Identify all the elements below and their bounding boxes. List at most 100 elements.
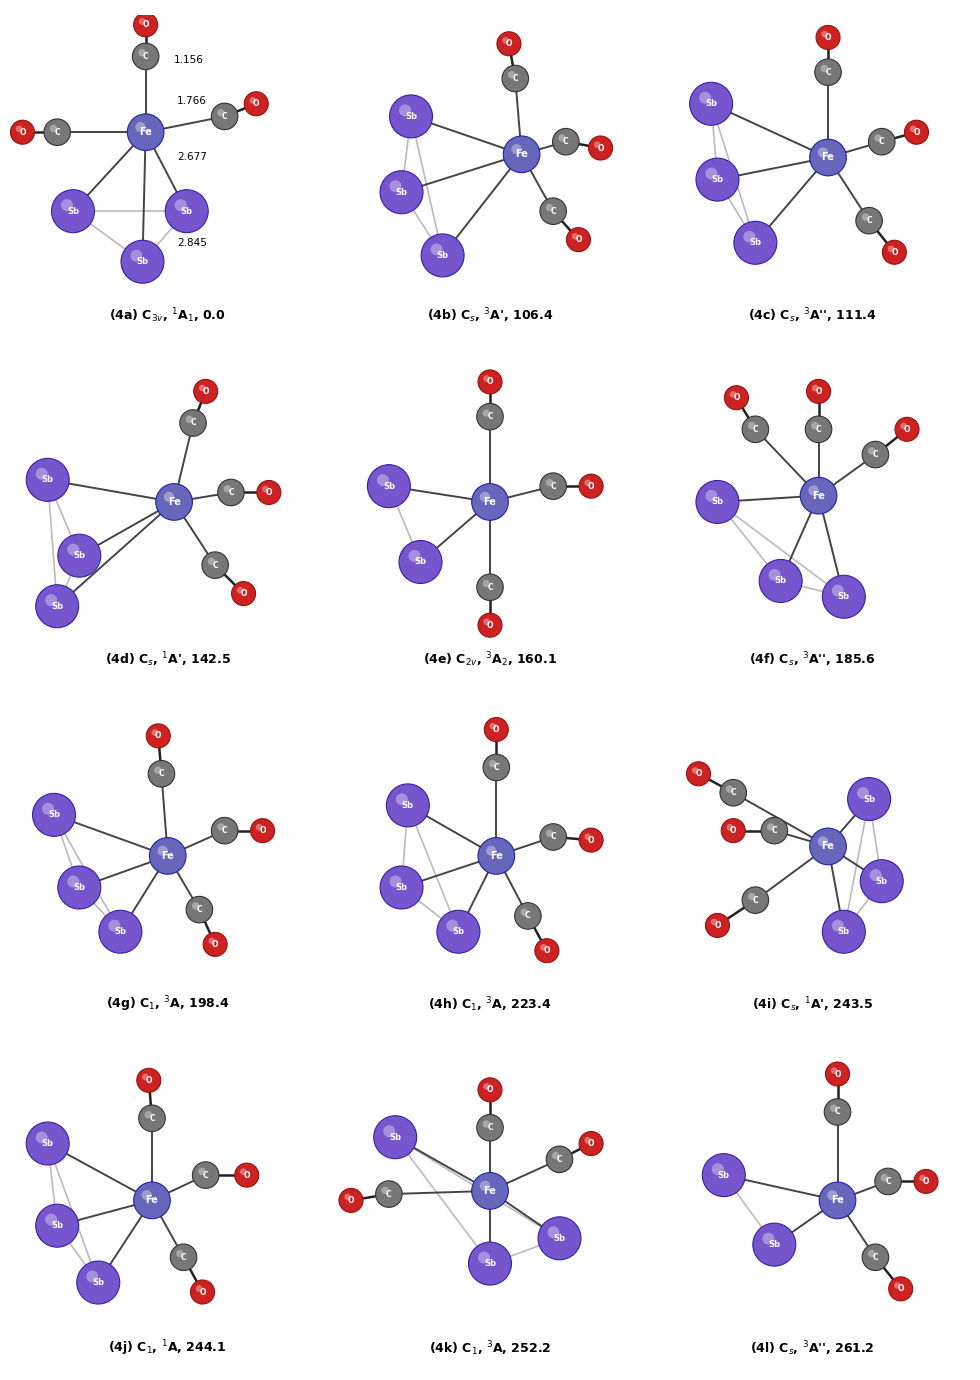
Circle shape [489, 760, 496, 767]
Circle shape [86, 1271, 98, 1282]
Circle shape [142, 1074, 149, 1081]
Circle shape [571, 233, 578, 240]
Text: O: O [695, 769, 702, 778]
Circle shape [579, 1132, 603, 1155]
Text: (4h) C$_1$, $^3$A, 223.4: (4h) C$_1$, $^3$A, 223.4 [428, 995, 552, 1014]
Circle shape [831, 1067, 838, 1074]
Text: C: C [149, 1114, 155, 1123]
Circle shape [579, 828, 603, 851]
Circle shape [862, 1243, 889, 1271]
Circle shape [540, 197, 566, 225]
Text: Sb: Sb [42, 1138, 54, 1148]
Text: Sb: Sb [711, 497, 723, 506]
Circle shape [373, 1116, 416, 1159]
Circle shape [848, 777, 891, 821]
Circle shape [480, 491, 490, 502]
Text: Fe: Fe [515, 149, 528, 159]
Circle shape [137, 1068, 161, 1093]
Text: C: C [221, 112, 227, 121]
Circle shape [822, 911, 865, 954]
Text: O: O [155, 731, 162, 741]
Circle shape [553, 128, 579, 155]
Circle shape [148, 760, 174, 787]
Text: C: C [730, 788, 736, 798]
Circle shape [820, 65, 828, 72]
Circle shape [389, 181, 402, 192]
Circle shape [218, 824, 224, 831]
Circle shape [368, 465, 411, 508]
Text: C: C [228, 489, 234, 497]
Circle shape [734, 221, 777, 264]
Text: Fe: Fe [483, 1185, 497, 1196]
Circle shape [540, 824, 566, 850]
Circle shape [389, 95, 432, 138]
Text: O: O [348, 1196, 354, 1205]
Circle shape [760, 559, 802, 603]
Circle shape [817, 148, 828, 157]
Text: Sb: Sb [51, 602, 63, 611]
Circle shape [109, 919, 121, 932]
Text: C: C [494, 763, 499, 771]
Circle shape [58, 867, 101, 909]
Text: (4k) C$_1$, $^3$A, 252.2: (4k) C$_1$, $^3$A, 252.2 [429, 1340, 551, 1358]
Circle shape [437, 911, 480, 954]
Circle shape [552, 1152, 560, 1159]
Circle shape [45, 595, 57, 606]
Text: (4e) C$_{2v}$, $^3$A$_2$, 160.1: (4e) C$_{2v}$, $^3$A$_2$, 160.1 [423, 651, 557, 669]
Circle shape [535, 938, 559, 963]
Text: Sb: Sb [876, 876, 888, 886]
Circle shape [559, 134, 565, 142]
Text: 1.766: 1.766 [177, 95, 207, 106]
Circle shape [482, 410, 490, 417]
Circle shape [130, 250, 142, 262]
Text: Sb: Sb [42, 475, 54, 484]
Circle shape [861, 214, 869, 221]
Circle shape [514, 903, 541, 929]
Text: (4b) C$_s$, $^3$A', 106.4: (4b) C$_s$, $^3$A', 106.4 [427, 306, 553, 324]
Text: C: C [525, 911, 531, 920]
Text: C: C [815, 425, 821, 433]
Circle shape [540, 944, 547, 951]
Circle shape [478, 1252, 490, 1264]
Circle shape [176, 1250, 183, 1257]
Circle shape [218, 479, 244, 505]
Circle shape [546, 1145, 572, 1173]
Circle shape [430, 243, 443, 255]
Circle shape [386, 784, 429, 827]
Circle shape [471, 1173, 509, 1209]
Text: O: O [598, 144, 604, 153]
Circle shape [696, 159, 739, 201]
Text: O: O [146, 1076, 152, 1085]
Circle shape [186, 897, 213, 923]
Text: C: C [180, 1253, 186, 1261]
Text: C: C [551, 832, 556, 842]
Circle shape [692, 767, 699, 774]
Text: (4i) C$_s$, $^1$A', 243.5: (4i) C$_s$, $^1$A', 243.5 [752, 995, 873, 1014]
Text: C: C [487, 1123, 493, 1132]
Text: (4j) C$_1$, $^1$A, 244.1: (4j) C$_1$, $^1$A, 244.1 [109, 1339, 227, 1358]
Circle shape [909, 126, 916, 132]
Circle shape [856, 207, 882, 235]
Circle shape [753, 1223, 796, 1265]
Circle shape [44, 119, 71, 145]
Text: Sb: Sb [389, 1133, 401, 1141]
Text: Sb: Sb [437, 251, 449, 259]
Circle shape [381, 1187, 389, 1194]
Text: O: O [212, 940, 219, 949]
Text: O: O [260, 827, 266, 835]
Circle shape [584, 479, 591, 486]
Text: (4f) C$_s$, $^3$A'', 185.6: (4f) C$_s$, $^3$A'', 185.6 [749, 651, 875, 669]
Text: Sb: Sb [863, 795, 875, 803]
Circle shape [26, 1122, 70, 1165]
Circle shape [744, 230, 756, 243]
Circle shape [808, 486, 818, 495]
Circle shape [594, 141, 601, 148]
Circle shape [471, 483, 509, 520]
Text: Sb: Sb [774, 577, 787, 585]
Circle shape [482, 580, 490, 588]
Circle shape [202, 552, 228, 578]
Circle shape [35, 585, 78, 628]
Circle shape [483, 618, 490, 625]
Text: O: O [588, 836, 594, 845]
Circle shape [383, 1125, 395, 1137]
